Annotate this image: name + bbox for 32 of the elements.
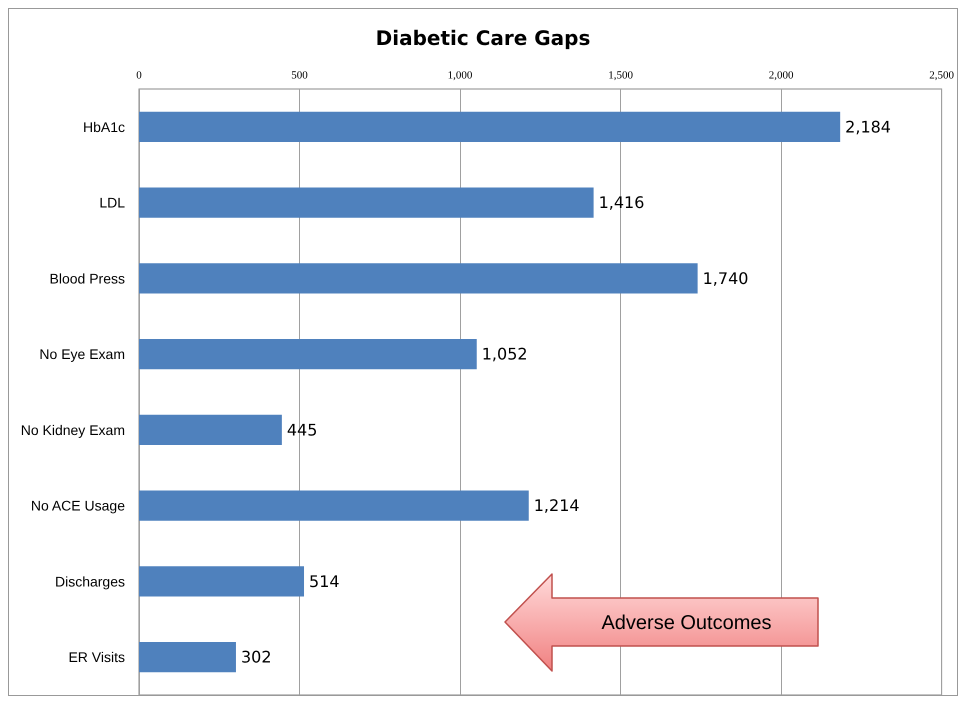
y-tick-label: HbA1c bbox=[82, 118, 125, 135]
data-label: 445 bbox=[286, 420, 318, 440]
data-label: 1,214 bbox=[534, 496, 580, 516]
data-label: 1,416 bbox=[598, 193, 644, 212]
data-label: 302 bbox=[240, 648, 272, 667]
y-tick-label: Blood Press bbox=[50, 270, 125, 286]
y-tick-label: No Kidney Exam bbox=[20, 422, 125, 438]
annotation: Adverse Outcomes bbox=[600, 610, 773, 636]
bar bbox=[139, 187, 594, 218]
y-tick-label: ER Visits bbox=[68, 649, 125, 666]
x-tick-label: 1,500 bbox=[608, 70, 634, 82]
bar bbox=[139, 112, 840, 142]
x-tick-label: 2,000 bbox=[768, 70, 794, 82]
y-tick-label: No Eye Exam bbox=[39, 346, 125, 362]
bar bbox=[139, 263, 698, 294]
data-label: 1,052 bbox=[482, 344, 528, 364]
x-tick-label: 500 bbox=[291, 70, 308, 82]
data-label: 514 bbox=[309, 572, 340, 591]
x-tick-label: 0 bbox=[136, 70, 142, 82]
bar bbox=[139, 414, 282, 446]
data-label: 1,740 bbox=[702, 268, 748, 288]
y-tick-label: No ACE Usage bbox=[30, 498, 126, 514]
bar bbox=[139, 566, 304, 597]
x-tick-label: 2,500 bbox=[929, 70, 954, 82]
y-tick-label: Discharges bbox=[54, 573, 125, 590]
bar bbox=[139, 338, 477, 370]
data-label: 2,184 bbox=[845, 117, 891, 136]
y-tick-label: LDL bbox=[99, 194, 126, 211]
bar bbox=[139, 642, 236, 672]
chart-title: Diabetic Care Gaps bbox=[376, 26, 590, 50]
bar bbox=[139, 490, 529, 521]
x-tick-label: 1,000 bbox=[448, 70, 473, 82]
